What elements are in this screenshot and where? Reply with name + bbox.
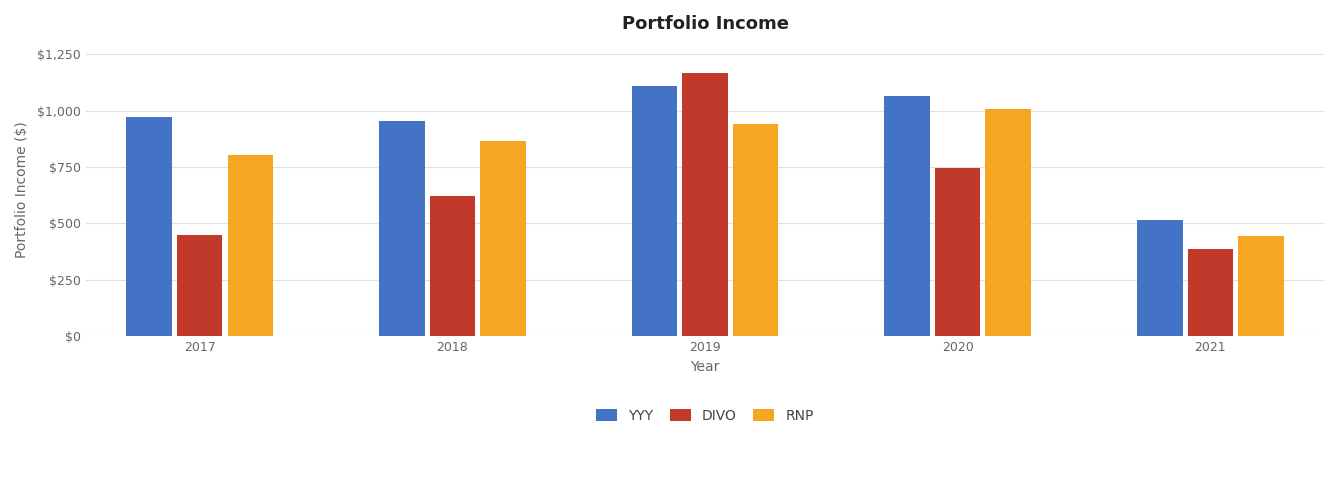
Bar xyxy=(1239,236,1284,336)
Bar xyxy=(481,141,526,336)
X-axis label: Year: Year xyxy=(691,359,720,374)
Legend: YYY, DIVO, RNP: YYY, DIVO, RNP xyxy=(589,402,821,430)
Bar xyxy=(884,96,929,336)
Bar xyxy=(732,124,778,336)
Bar xyxy=(683,73,728,336)
Bar xyxy=(177,235,222,336)
Bar xyxy=(1137,220,1182,336)
Bar xyxy=(228,155,273,336)
Bar xyxy=(632,86,678,336)
Y-axis label: Portfolio Income ($): Portfolio Income ($) xyxy=(15,121,29,258)
Bar xyxy=(126,117,171,336)
Title: Portfolio Income: Portfolio Income xyxy=(621,15,789,33)
Bar xyxy=(379,121,424,336)
Bar xyxy=(1188,249,1233,336)
Bar xyxy=(430,196,475,336)
Bar xyxy=(986,109,1031,336)
Bar xyxy=(935,168,980,336)
